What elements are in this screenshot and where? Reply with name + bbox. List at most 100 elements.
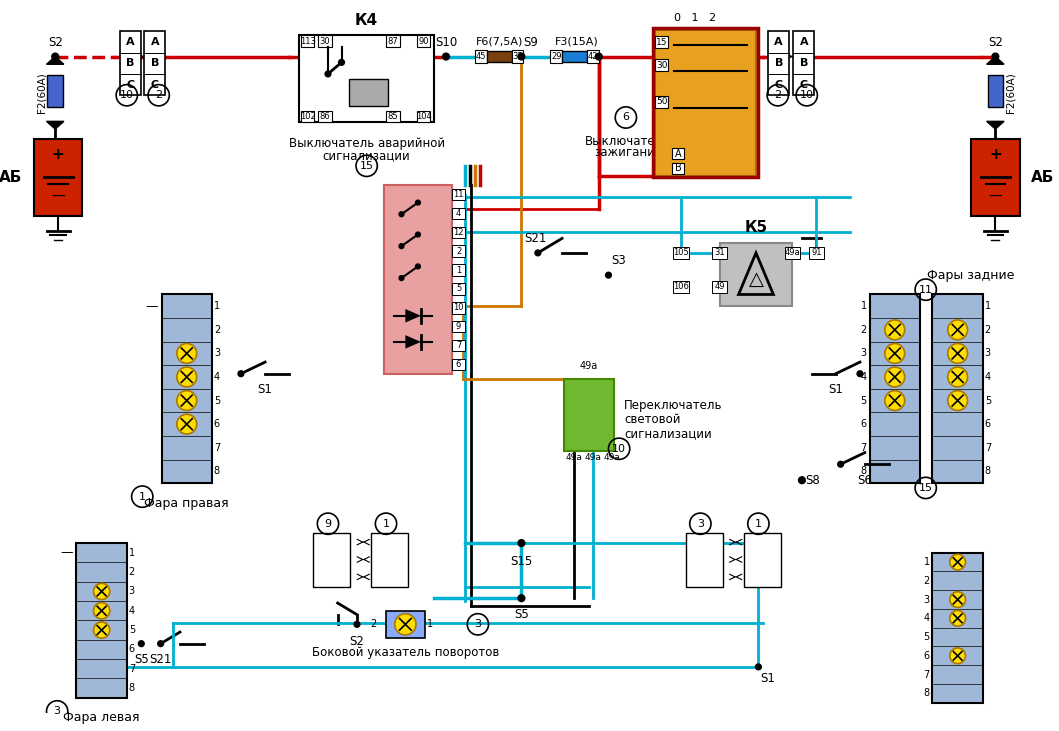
Text: S3: S3 xyxy=(611,254,626,268)
Text: 7: 7 xyxy=(923,670,930,680)
Text: Фары задние: Фары задние xyxy=(928,269,1015,282)
FancyBboxPatch shape xyxy=(452,264,465,276)
Text: S5: S5 xyxy=(514,608,528,621)
Text: 6: 6 xyxy=(923,651,930,661)
Polygon shape xyxy=(987,121,1004,129)
FancyBboxPatch shape xyxy=(452,227,465,238)
FancyBboxPatch shape xyxy=(313,534,351,586)
Text: 85: 85 xyxy=(388,112,398,121)
Text: 2: 2 xyxy=(861,325,866,335)
Text: 7: 7 xyxy=(129,664,134,674)
Circle shape xyxy=(518,53,525,60)
Circle shape xyxy=(948,320,968,340)
FancyBboxPatch shape xyxy=(452,321,465,333)
Circle shape xyxy=(399,212,403,216)
Circle shape xyxy=(238,371,244,376)
FancyBboxPatch shape xyxy=(120,31,141,95)
Text: 11: 11 xyxy=(919,284,933,295)
Text: 87: 87 xyxy=(388,37,398,45)
Text: световой: световой xyxy=(624,413,681,426)
FancyBboxPatch shape xyxy=(743,534,780,586)
FancyBboxPatch shape xyxy=(385,611,425,638)
Text: —: — xyxy=(988,190,1002,204)
Text: 4: 4 xyxy=(456,209,461,218)
Circle shape xyxy=(93,602,110,619)
Text: A: A xyxy=(774,37,783,47)
FancyBboxPatch shape xyxy=(319,110,331,122)
Text: 9: 9 xyxy=(456,322,461,331)
FancyBboxPatch shape xyxy=(452,340,465,352)
Polygon shape xyxy=(47,56,64,64)
FancyBboxPatch shape xyxy=(988,75,1003,107)
FancyBboxPatch shape xyxy=(299,35,434,122)
Text: 31: 31 xyxy=(318,537,329,547)
Text: 1: 1 xyxy=(139,492,146,501)
Text: 49: 49 xyxy=(715,282,725,291)
Text: 2: 2 xyxy=(155,90,162,100)
Text: 32: 32 xyxy=(513,52,523,61)
Circle shape xyxy=(177,367,197,387)
Text: 50: 50 xyxy=(656,97,667,107)
Circle shape xyxy=(857,371,863,376)
Circle shape xyxy=(177,414,197,434)
Circle shape xyxy=(415,264,420,269)
Text: 90: 90 xyxy=(418,37,429,45)
Text: C: C xyxy=(800,80,808,90)
Text: 42: 42 xyxy=(588,52,598,61)
FancyBboxPatch shape xyxy=(372,534,409,586)
Text: сигнализации: сигнализации xyxy=(323,149,411,162)
Text: 10: 10 xyxy=(612,444,626,454)
Text: 1: 1 xyxy=(214,301,220,311)
Text: 2: 2 xyxy=(923,576,930,586)
Circle shape xyxy=(798,477,805,484)
Text: 12: 12 xyxy=(453,228,464,237)
FancyBboxPatch shape xyxy=(674,247,688,259)
Text: 2: 2 xyxy=(129,567,134,577)
FancyBboxPatch shape xyxy=(301,35,315,47)
FancyBboxPatch shape xyxy=(674,281,688,292)
Text: 1: 1 xyxy=(923,557,930,567)
Text: 3: 3 xyxy=(54,706,60,716)
Text: 6: 6 xyxy=(985,419,991,429)
Text: 6: 6 xyxy=(214,419,220,429)
FancyBboxPatch shape xyxy=(785,247,800,259)
FancyBboxPatch shape xyxy=(654,96,668,107)
Text: 5: 5 xyxy=(456,284,461,293)
FancyBboxPatch shape xyxy=(686,534,722,586)
Text: 7: 7 xyxy=(985,443,991,452)
Text: A: A xyxy=(675,148,681,159)
Text: Переключатель: Переключатель xyxy=(624,398,722,412)
Text: 1: 1 xyxy=(755,519,761,529)
Circle shape xyxy=(93,583,110,599)
Text: 8: 8 xyxy=(923,689,930,698)
FancyBboxPatch shape xyxy=(452,359,465,370)
Text: зажигания: зажигания xyxy=(594,146,662,159)
Text: 91: 91 xyxy=(811,249,822,257)
Text: 2: 2 xyxy=(456,246,461,256)
Text: 5: 5 xyxy=(214,395,220,406)
Circle shape xyxy=(595,53,603,60)
FancyBboxPatch shape xyxy=(793,31,814,95)
Text: 6: 6 xyxy=(861,419,866,429)
Circle shape xyxy=(606,272,611,278)
Text: 27: 27 xyxy=(689,555,701,564)
Circle shape xyxy=(325,71,330,77)
FancyBboxPatch shape xyxy=(587,50,598,64)
Text: B: B xyxy=(150,58,159,68)
Text: 106: 106 xyxy=(674,282,689,291)
Text: S6: S6 xyxy=(858,474,873,487)
Text: 15: 15 xyxy=(919,483,933,493)
Text: Фара правая: Фара правая xyxy=(144,496,229,510)
Text: A: A xyxy=(800,37,808,47)
FancyBboxPatch shape xyxy=(712,247,728,259)
Text: 29: 29 xyxy=(551,52,561,61)
Text: 2: 2 xyxy=(985,325,991,335)
Text: 31: 31 xyxy=(376,537,387,547)
Text: 7: 7 xyxy=(214,443,220,452)
Text: 2: 2 xyxy=(214,325,220,335)
Circle shape xyxy=(950,591,966,607)
Text: 1: 1 xyxy=(861,301,866,311)
Text: C: C xyxy=(127,80,134,90)
Text: S2: S2 xyxy=(349,635,364,648)
FancyBboxPatch shape xyxy=(768,31,789,95)
